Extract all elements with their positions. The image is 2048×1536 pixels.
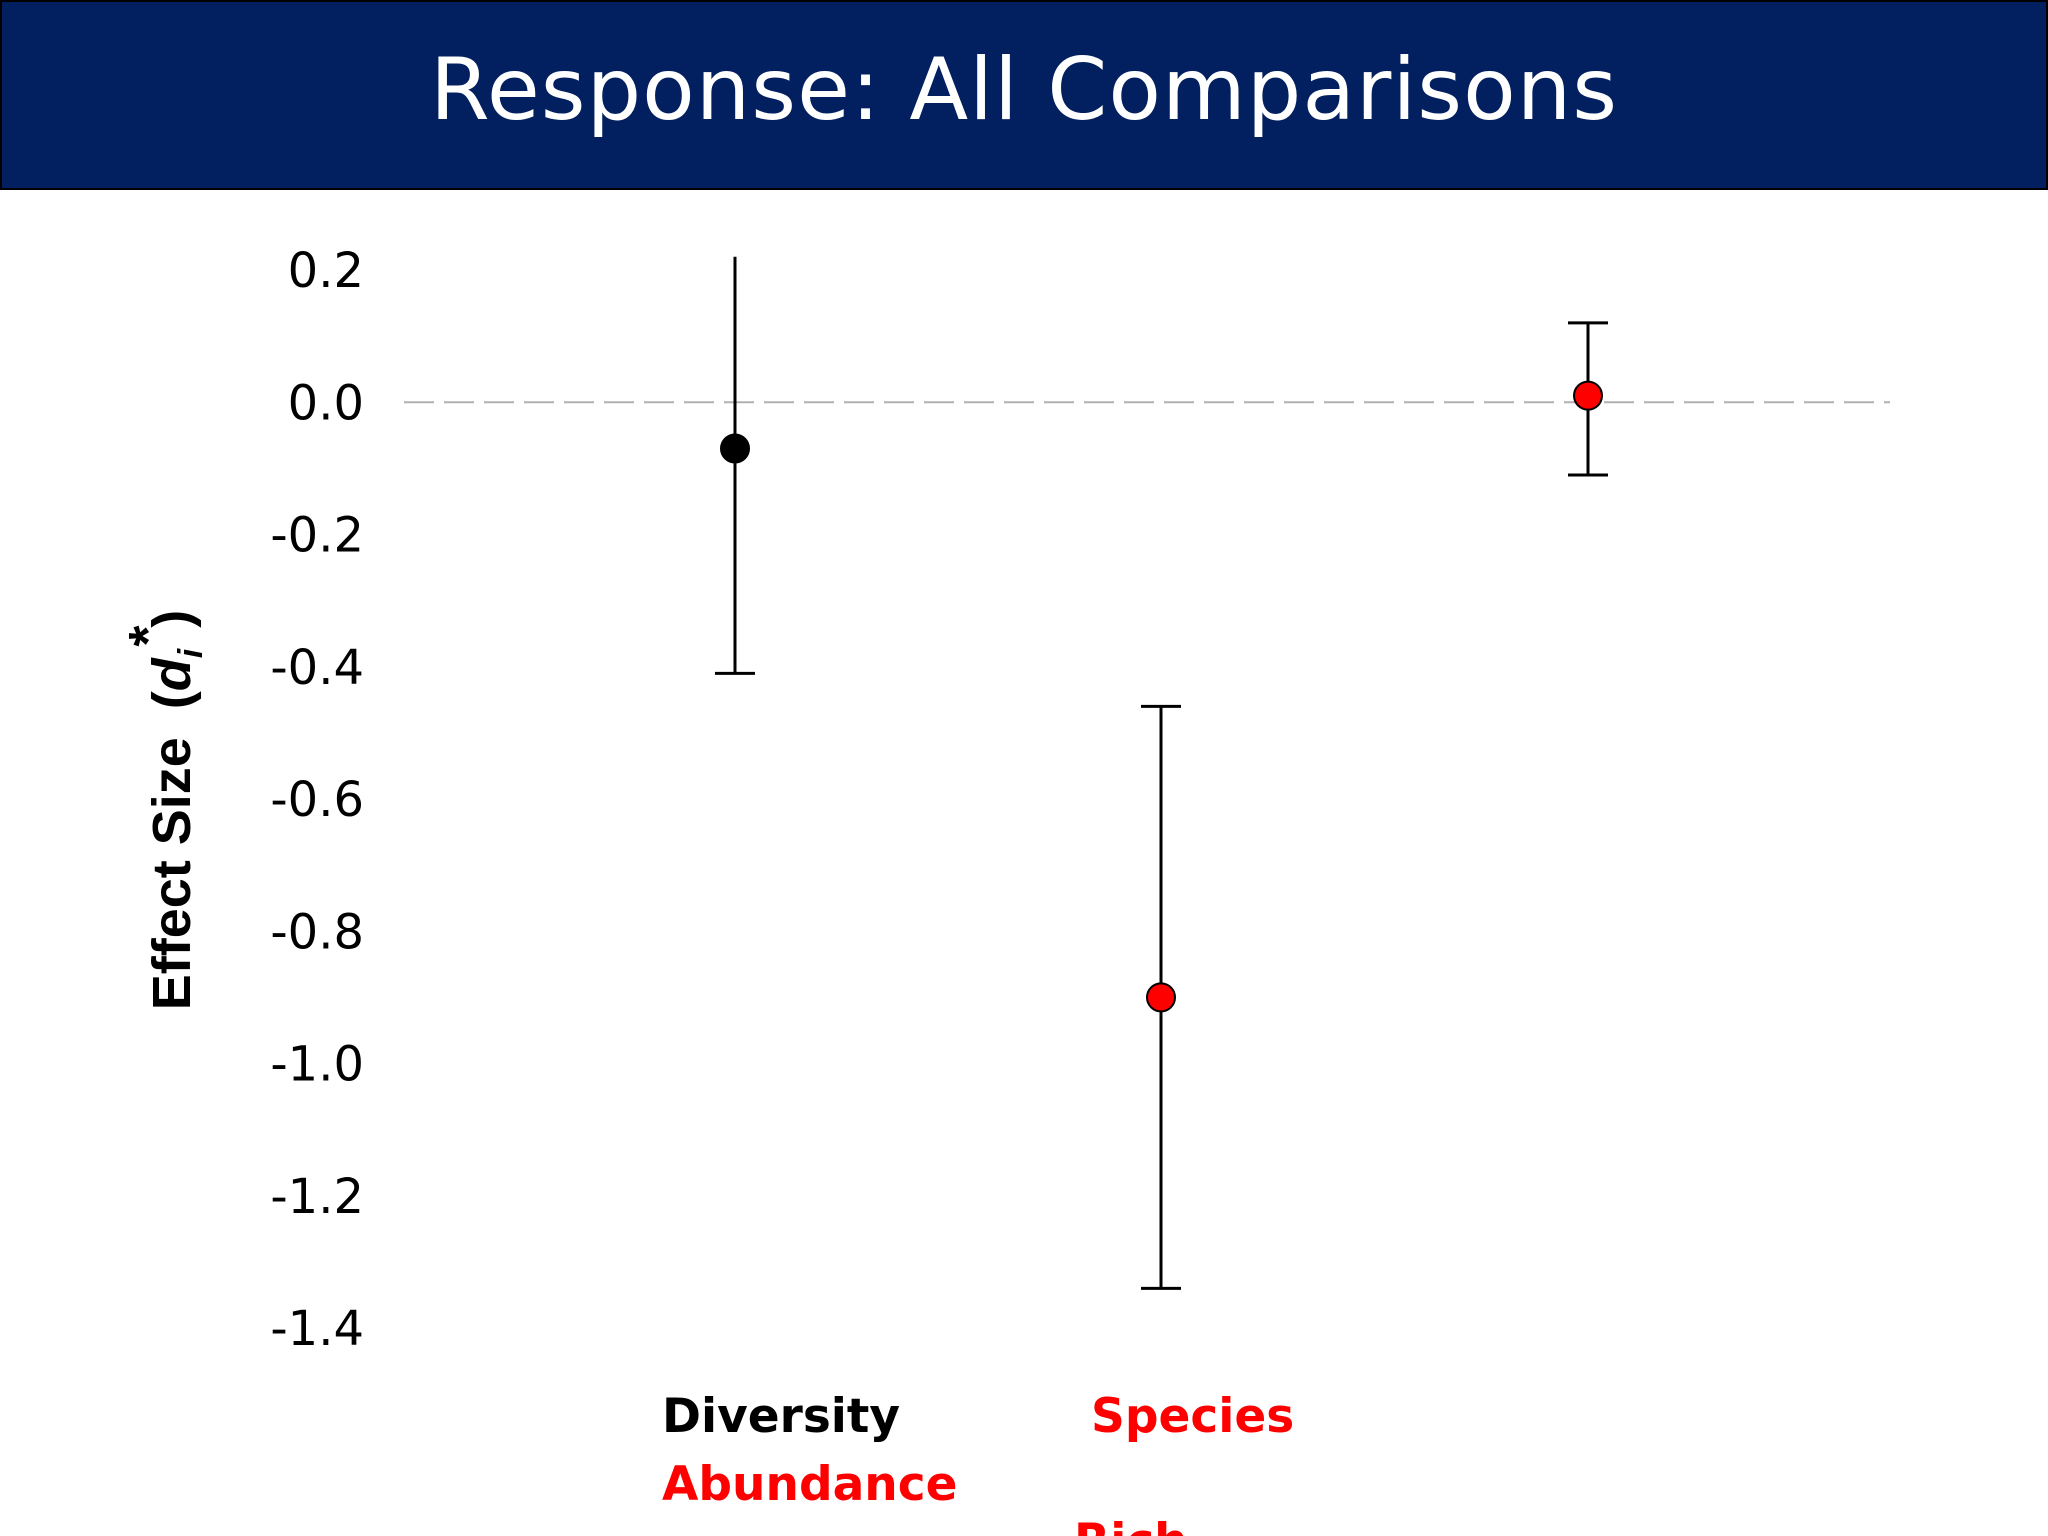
point-3	[1568, 321, 1608, 477]
category-label: Abundance	[662, 1457, 958, 1512]
y-axis-label-text: Effect Size	[142, 737, 202, 1010]
y-tick-label: -0.2	[270, 508, 364, 564]
title-bar: Response: All Comparisons	[0, 0, 2048, 190]
point-2	[1141, 704, 1181, 1290]
data-point-marker	[720, 433, 750, 464]
y-tick-label: -1.4	[270, 1301, 364, 1357]
y-tick-label: 0.0	[288, 375, 364, 431]
category-label: Diversity	[662, 1389, 900, 1444]
y-tick-label: -1.2	[270, 1169, 364, 1225]
data-point-marker	[1146, 982, 1176, 1013]
y-tick-label: -0.8	[270, 904, 364, 960]
category-label: Rich	[1074, 1514, 1188, 1536]
slide-title: Response: All Comparisons	[429, 40, 1618, 140]
y-axis-ticks: 0.2 0.0 -0.2 -0.4 -0.6 -0.8 -1.0 -1.2 -1.4	[270, 243, 364, 1357]
y-axis-label: Effect Size(di*)	[118, 610, 210, 1011]
svg-text:Effect Size(di*): Effect Size(di*)	[118, 610, 210, 1011]
data-series	[715, 256, 1608, 1290]
y-tick-label: 0.2	[288, 243, 364, 299]
y-tick-label: -0.4	[270, 640, 364, 696]
y-tick-label: -0.6	[270, 772, 364, 828]
y-tick-label: -1.0	[270, 1037, 364, 1093]
category-label: Species	[1091, 1389, 1294, 1444]
category-labels: Diversity Species Abundance Rich	[662, 1389, 1294, 1536]
data-point-marker	[1573, 380, 1603, 411]
point-1	[715, 256, 755, 675]
